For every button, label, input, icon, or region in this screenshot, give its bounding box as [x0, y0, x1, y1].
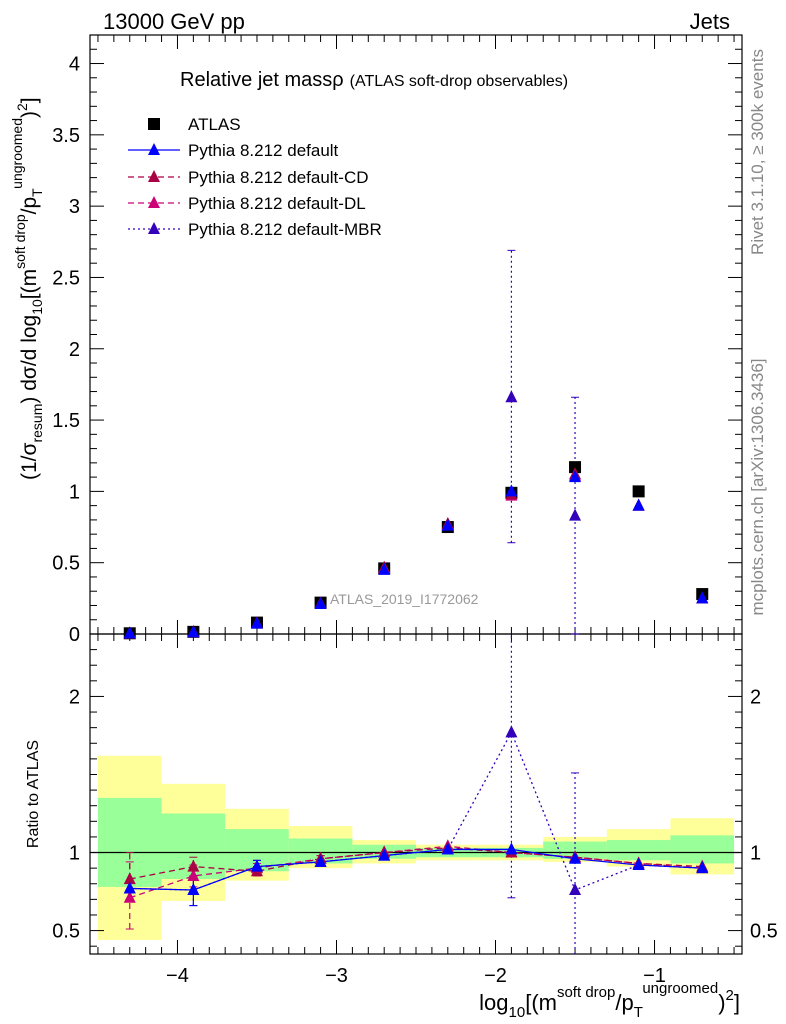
- data-markers: [123, 390, 709, 903]
- series-line-cd: [129, 634, 134, 635]
- band-green-bin: [543, 841, 607, 859]
- x-tick-label: −4: [166, 965, 189, 987]
- ratio-marker-default: [187, 883, 200, 895]
- marker-default: [632, 498, 645, 511]
- uncertainty-bands: [90, 755, 742, 940]
- ratio-marker-default: [505, 842, 518, 855]
- ratio-marker-default: [314, 854, 327, 867]
- legend-label-atlas: ATLAS: [188, 115, 241, 134]
- ratio-y-tick-label-right: 1: [750, 843, 761, 865]
- band-green-bin: [606, 840, 671, 861]
- ratio-marker-mbr: [505, 725, 518, 738]
- header-left: 13000 GeV pp: [103, 9, 245, 34]
- ratio-marker-cd: [187, 859, 200, 872]
- ratio-marker-default: [250, 859, 263, 872]
- plot-title-sub: (ATLAS soft-drop observables): [350, 73, 568, 90]
- marker-mbr: [569, 508, 582, 521]
- rivet-label: Rivet 3.1.10, ≥ 300k events: [748, 49, 767, 255]
- marker-default: [314, 597, 327, 610]
- ratio-marker-mbr: [569, 883, 582, 895]
- axis-ticks: [90, 34, 742, 954]
- marker-default: [250, 616, 263, 629]
- top-y-tick-label: 3: [69, 196, 80, 218]
- ratio-marker-default: [696, 861, 709, 874]
- top-y-tick-label: 2: [69, 339, 80, 361]
- atlas-data-point: [632, 485, 645, 498]
- top-y-tick-label: 4: [69, 54, 80, 76]
- legend-marker-atlas: [148, 118, 160, 130]
- x-tick-label: −1: [643, 965, 666, 987]
- atlas-data-point: [569, 461, 582, 474]
- plot-title-main: Relative jet massρ: [180, 69, 344, 91]
- legend: ATLAS Pythia 8.212 default Pythia 8.212 de…: [128, 115, 382, 239]
- legend-label-default: Pythia 8.212 default: [188, 141, 339, 160]
- ratio-marker-default: [441, 842, 454, 855]
- legend-marker-cd: [148, 170, 160, 182]
- top-y-tick-label: 0: [69, 624, 80, 646]
- marker-default: [378, 562, 391, 575]
- marker-default: [187, 625, 200, 638]
- tick-labels: −4 −3 −2 −1 0 0.5 1 1.5 2 2.5 3 3.5 4 0.5 0.5 1 1 2 2: [52, 54, 778, 987]
- top-y-axis-label: (1/σresum) dσ/d log10[(msoft drop/pTungr…: [9, 97, 45, 480]
- legend-marker-default: [148, 143, 160, 155]
- ratio-marker-cd: [123, 872, 136, 885]
- header-right: Jets: [690, 9, 730, 34]
- top-y-tick-label: 2.5: [52, 267, 80, 289]
- x-tick-label: −2: [484, 965, 507, 987]
- x-axis-label: log10[(msoft drop/pTungroomed)2]: [479, 980, 740, 1021]
- band-green-bin: [670, 835, 735, 864]
- ratio-y-axis-label: Ratio to ATLAS: [25, 740, 42, 848]
- ratio-y-tick-label-right: 0.5: [750, 921, 778, 943]
- ratio-marker-default: [378, 848, 391, 861]
- ratio-y-tick-label-left: 0.5: [52, 921, 80, 943]
- ratio-y-tick-label-left: 1: [69, 843, 80, 865]
- series-line-dl: [129, 634, 141, 635]
- ratio-y-tick-label-right: 2: [750, 686, 761, 708]
- series-lines: [129, 634, 703, 899]
- legend-label-cd: Pythia 8.212 default-CD: [188, 168, 369, 187]
- series-line-default: [129, 634, 135, 635]
- marker-default: [123, 626, 136, 639]
- marker-default: [441, 518, 454, 531]
- marker-mbr: [505, 390, 518, 403]
- legend-marker-mbr: [148, 222, 160, 234]
- band-green-bin: [97, 797, 162, 887]
- x-tick-label: −3: [325, 965, 348, 987]
- legend-label-mbr: Pythia 8.212 default-MBR: [188, 220, 382, 239]
- ratio-line-cd: [129, 847, 703, 880]
- ratio-marker-dl: [123, 890, 136, 903]
- marker-default: [505, 484, 518, 497]
- top-y-tick-label: 1: [69, 481, 80, 503]
- ratio-marker-default: [632, 858, 645, 871]
- ratio-line-default: [129, 848, 703, 891]
- top-y-tick-label: 3.5: [52, 125, 80, 147]
- marker-default: [569, 470, 582, 483]
- top-y-tick-label: 0.5: [52, 553, 80, 575]
- legend-marker-dl: [148, 196, 160, 208]
- ratio-marker-default: [569, 851, 582, 864]
- mcplots-label: mcplots.cern.ch [arXiv:1306.3436]: [748, 358, 767, 615]
- legend-label-dl: Pythia 8.212 default-DL: [188, 194, 366, 213]
- top-y-tick-label: 1.5: [52, 410, 80, 432]
- ratio-marker-default: [123, 881, 136, 894]
- plot-title: Relative jet massρ (ATLAS soft-drop obser…: [180, 69, 568, 91]
- analysis-tag: ATLAS_2019_I1772062: [330, 591, 479, 607]
- ratio-y-tick-label-left: 2: [69, 686, 80, 708]
- marker-default: [696, 591, 709, 604]
- ratio-marker-dl: [187, 868, 200, 881]
